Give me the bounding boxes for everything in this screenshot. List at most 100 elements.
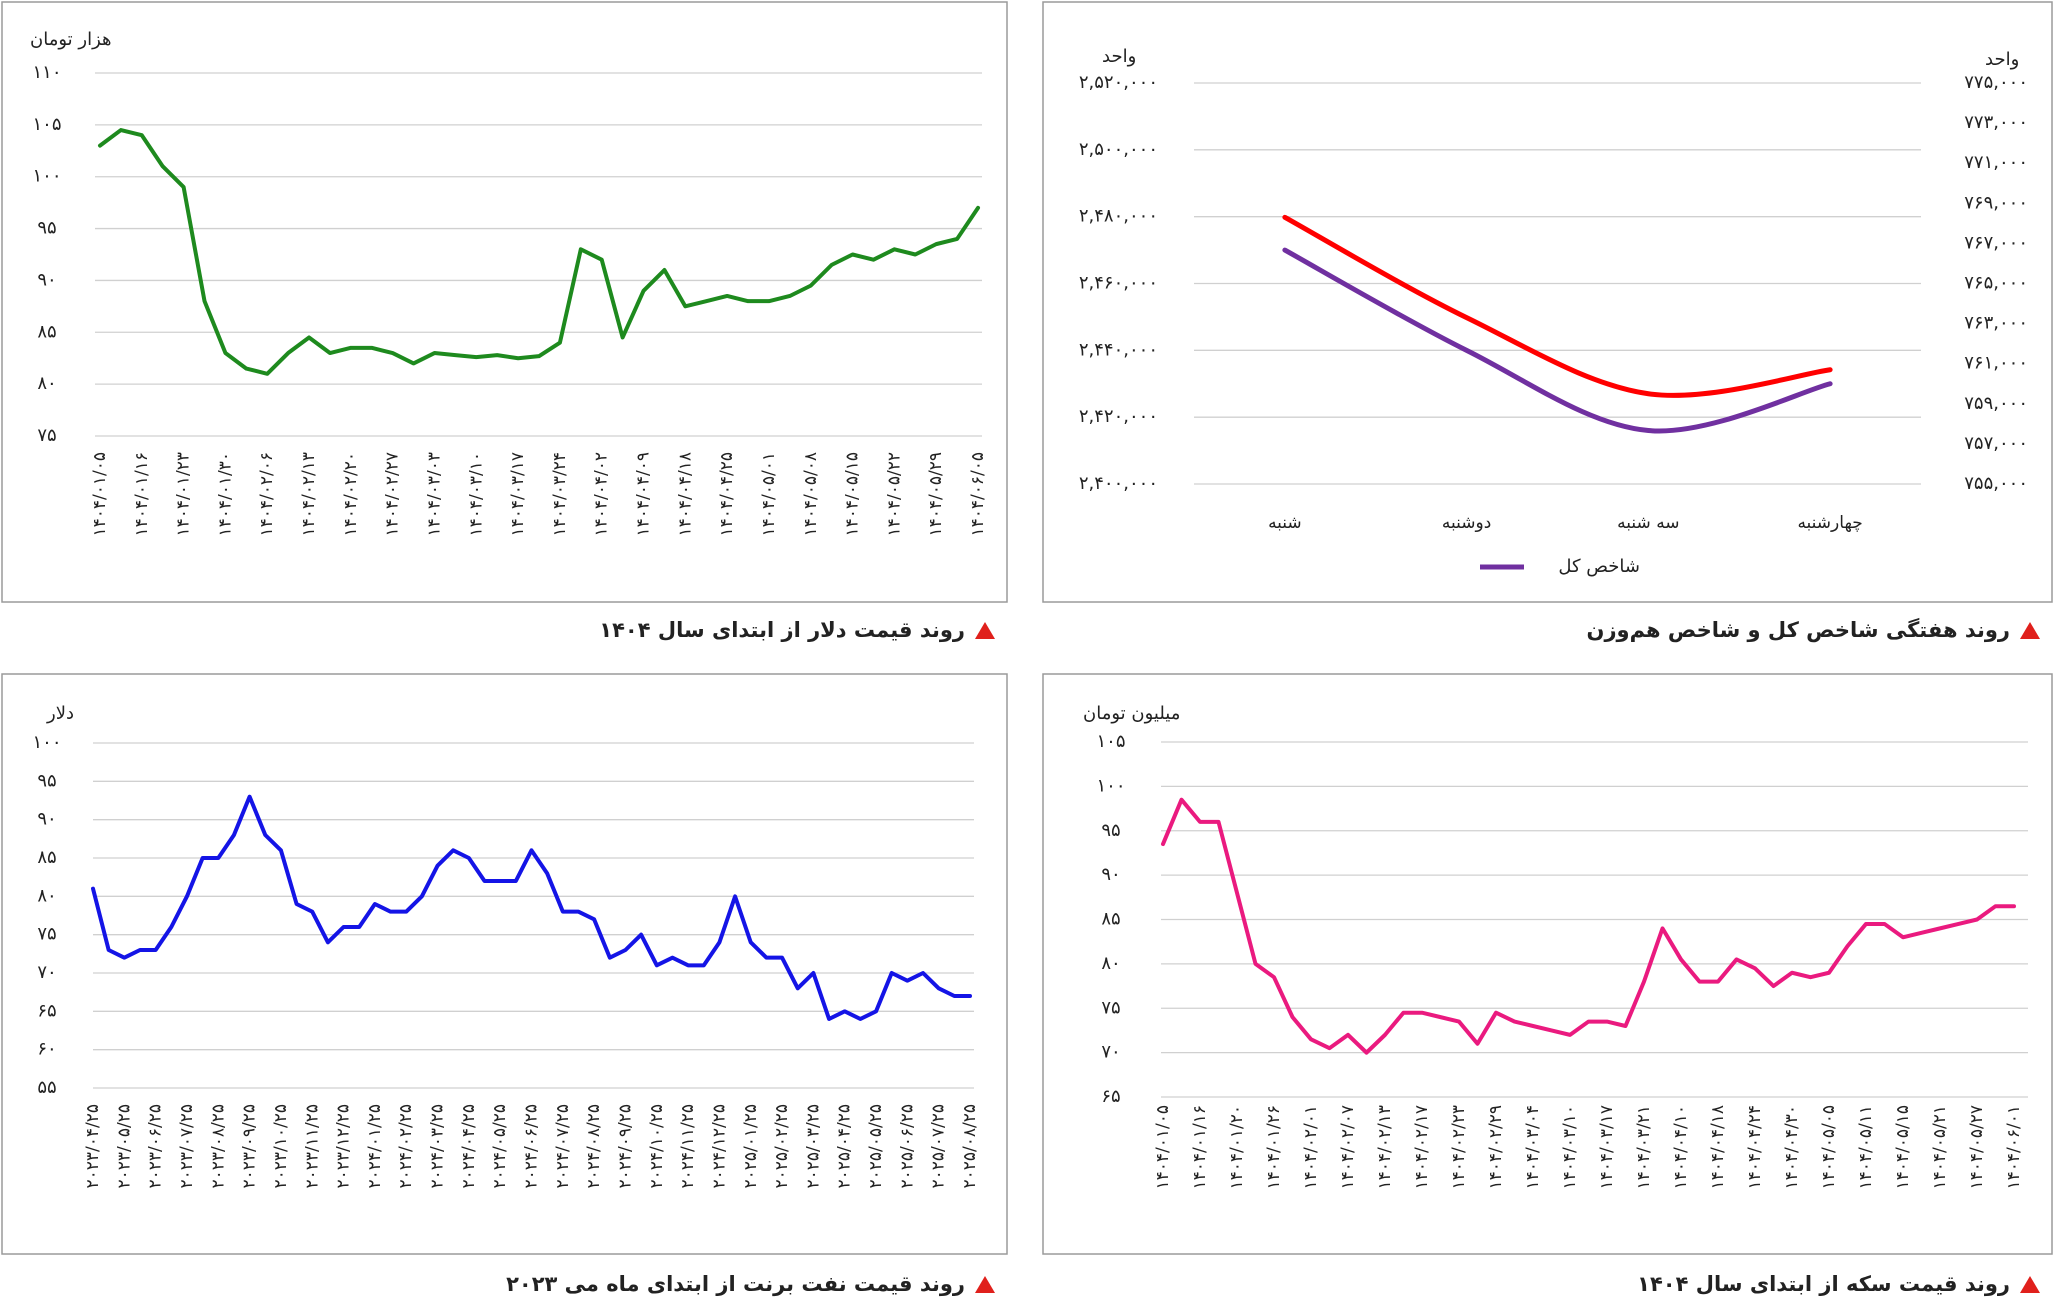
x-tick-label: ۲۰۲۴/۰۶/۲۵ (522, 1104, 542, 1189)
x-tick-label: ۱۴۰۴/۰۱/۱۶ (132, 452, 152, 537)
x-tick-label: ۱۴۰۴/۰۴/۳۰ (1782, 1105, 1802, 1190)
x-tick-label: ۱۴۰۴/۰۲/۱۳ (299, 452, 319, 537)
y-axis-label: دلار (46, 703, 74, 724)
caption-marker (975, 622, 995, 639)
panel (1, 673, 1008, 1255)
x-tick-label: ۱۴۰۴/۰۵/۱۵ (843, 452, 863, 537)
x-tick-label: ۲۰۲۴/۱۰/۲۵ (647, 1104, 667, 1189)
y-tick-label: ۶۵ (1101, 1086, 1120, 1107)
y2-tick-label: ۷۵۵,۰۰۰ (1964, 473, 2028, 494)
y-tick-label: ۹۵ (37, 218, 56, 239)
data-line (91, 794, 972, 1021)
y-tick-label: ۷۵ (1101, 997, 1120, 1018)
x-tick-label: ۱۴۰۴/۰۳/۱۷ (1597, 1105, 1617, 1190)
x-tick-label: ۱۴۰۴/۰۲/۰۱ (1301, 1105, 1321, 1190)
y-tick-label: ۲,۴۴۰,۰۰۰ (1079, 339, 1158, 360)
x-tick-label: ۱۴۰۴/۰۳/۲۴ (550, 452, 570, 537)
data-line (1161, 797, 2016, 1055)
y-axis-label: هزار تومان (30, 29, 112, 50)
panel (1042, 673, 2053, 1255)
y-tick-label: ۲,۵۲۰,۰۰۰ (1079, 72, 1158, 93)
x-tick-label: ۲۰۲۵/۰۱/۲۵ (741, 1104, 761, 1189)
y-axis-label: میلیون تومان (1083, 703, 1180, 724)
x-tick-label: ۲۰۲۵/۰۶/۲۵ (897, 1104, 917, 1189)
x-tick-label: ۲۰۲۴/۰۴/۲۵ (459, 1104, 479, 1189)
x-tick-label: ۱۴۰۴/۰۵/۰۵ (1819, 1105, 1839, 1190)
x-tick-label: ۲۰۲۳/۰۹/۲۵ (240, 1104, 260, 1189)
panel (1042, 1, 2053, 603)
y-tick-label: ۲,۴۲۰,۰۰۰ (1079, 406, 1158, 427)
data-line (98, 128, 980, 376)
y-tick-label: ۸۰ (1101, 953, 1120, 974)
y-tick-label: ۹۵ (1101, 820, 1120, 841)
y-tick-label: ۱۰۵ (1096, 731, 1125, 752)
x-tick-label: ۱۴۰۴/۰۵/۰۱ (759, 452, 779, 537)
data-line (1282, 214, 1833, 398)
x-tick-label: ۱۴۰۴/۰۴/۱۸ (675, 452, 695, 537)
x-tick-label: ۱۴۰۴/۰۲/۲۳ (1449, 1105, 1469, 1190)
x-tick-label: چهارشنبه (1797, 513, 1862, 533)
y-tick-label: ۸۰ (37, 885, 56, 906)
x-tick-label: ۱۴۰۴/۰۱/۳۰ (215, 452, 235, 537)
y-tick-label: ۵۵ (37, 1077, 56, 1098)
x-tick-label: ۱۴۰۴/۰۲/۰۷ (1338, 1105, 1358, 1190)
x-tick-label: ۱۴۰۴/۰۴/۲۵ (717, 452, 737, 537)
caption-marker (2020, 1276, 2040, 1293)
x-tick-label: ۱۴۰۴/۰۵/۲۲ (884, 452, 904, 537)
x-tick-label: ۲۰۲۵/۰۷/۲۵ (929, 1104, 949, 1189)
x-tick-label: ۱۴۰۴/۰۲/۱۳ (1375, 1105, 1395, 1190)
x-tick-label: ۱۴۰۴/۰۵/۲۱ (1930, 1105, 1950, 1190)
x-tick-label: ۲۰۲۳/۱۲/۲۵ (334, 1104, 354, 1189)
x-tick-label: ۱۴۰۴/۰۴/۱۰ (1671, 1105, 1691, 1190)
x-tick-label: ۱۴۰۴/۰۱/۱۶ (1190, 1105, 1210, 1190)
y-tick-label: ۹۰ (37, 269, 56, 290)
x-tick-label: ۲۰۲۵/۰۲/۲۵ (772, 1104, 792, 1189)
x-tick-label: ۲۰۲۴/۰۸/۲۵ (584, 1104, 604, 1189)
x-tick-label: ۲۰۲۵/۰۴/۲۵ (835, 1104, 855, 1189)
y-tick-label: ۹۰ (1101, 864, 1120, 885)
legend-label: شاخص کل (1558, 556, 1640, 577)
y-tick-label: ۲,۴۰۰,۰۰۰ (1079, 473, 1158, 494)
y2-tick-label: ۷۷۵,۰۰۰ (1964, 72, 2028, 93)
x-tick-label: ۱۴۰۴/۰۶/۰۱ (2004, 1105, 2024, 1190)
y-tick-label: ۲,۵۰۰,۰۰۰ (1079, 139, 1158, 160)
chart-title: روند قیمت نفت برنت از ابتدای ماه می ۲۰۲۳ (506, 1272, 965, 1296)
x-tick-label: ۲۰۲۵/۰۳/۲۵ (803, 1104, 823, 1189)
y-tick-label: ۶۰ (37, 1039, 56, 1060)
x-tick-label: ۱۴۰۴/۰۱/۲۶ (1264, 1105, 1284, 1190)
x-tick-label: ۱۴۰۴/۰۶/۰۵ (968, 452, 988, 537)
y2-tick-label: ۷۵۷,۰۰۰ (1964, 433, 2028, 454)
x-tick-label: ۱۴۰۴/۰۵/۰۸ (801, 452, 821, 537)
y-tick-label: ۱۰۵ (32, 114, 61, 135)
y-tick-label: ۲,۴۸۰,۰۰۰ (1079, 206, 1158, 227)
x-tick-label: ۱۴۰۴/۰۵/۱۵ (1893, 1105, 1913, 1190)
chart-title: روند هفتگی شاخص کل و شاخص هم‌وزن (1587, 617, 2010, 642)
x-tick-label: ۲۰۲۵/۰۸/۲۵ (960, 1104, 980, 1189)
y2-axis-label: واحد (1985, 49, 2019, 70)
caption-marker (975, 1276, 995, 1293)
x-tick-label: ۱۴۰۴/۰۵/۲۷ (1967, 1105, 1987, 1190)
y2-tick-label: ۷۶۹,۰۰۰ (1964, 192, 2028, 213)
y-tick-label: ۱۰۰ (32, 732, 61, 753)
x-tick-label: ۱۴۰۴/۰۲/۲۷ (383, 452, 403, 537)
x-tick-label: ۱۴۰۴/۰۳/۰۳ (424, 452, 444, 537)
y-tick-label: ۹۵ (37, 770, 56, 791)
y-axis-label: واحد (1102, 46, 1136, 67)
x-tick-label: ۱۴۰۴/۰۴/۰۹ (634, 452, 654, 537)
x-tick-label: ۱۴۰۴/۰۲/۰۶ (257, 452, 277, 537)
x-tick-label: ۱۴۰۴/۰۱/۲۰ (1227, 1105, 1247, 1190)
x-tick-label: ۲۰۲۴/۱۲/۲۵ (709, 1104, 729, 1189)
x-tick-label: ۲۰۲۳/۱۱/۲۵ (302, 1104, 322, 1189)
y-tick-label: ۸۵ (37, 321, 56, 342)
x-tick-label: سه شنبه (1617, 513, 1679, 533)
y-tick-label: ۸۵ (37, 847, 56, 868)
y2-tick-label: ۷۶۷,۰۰۰ (1964, 232, 2028, 253)
chart-title: روند قیمت دلار از ابتدای سال ۱۴۰۴ (599, 618, 965, 642)
x-tick-label: ۲۰۲۴/۱۱/۲۵ (678, 1104, 698, 1189)
y-tick-label: ۷۰ (1101, 1042, 1120, 1063)
x-tick-label: دوشنبه (1442, 513, 1491, 533)
y2-tick-label: ۷۷۳,۰۰۰ (1964, 112, 2028, 133)
x-tick-label: ۱۴۰۴/۰۳/۲۱ (1634, 1105, 1654, 1190)
x-tick-label: ۲۰۲۳/۰۴/۲۵ (83, 1104, 103, 1189)
